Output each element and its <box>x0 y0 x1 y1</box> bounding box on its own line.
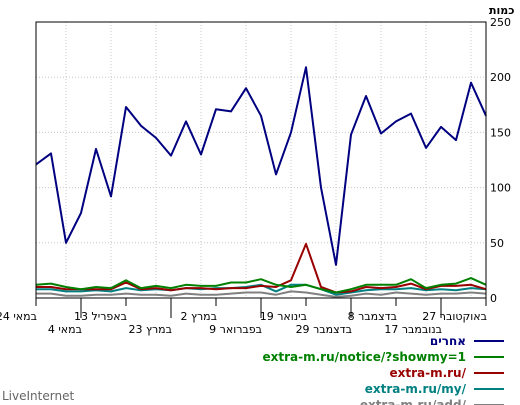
x-tick-label: 23 במרץ <box>129 323 172 336</box>
legend-label: extra-m.ru/my/ <box>365 382 467 396</box>
x-tick-label: 27 באוקטובר <box>422 310 487 323</box>
x-tick-label: 2 במרץ <box>181 310 217 323</box>
footer-brand: LiveInternet <box>2 389 74 403</box>
legend-label: extra-m.ru/ <box>389 366 466 380</box>
x-tick-label: 24 במאי <box>0 310 37 323</box>
y-tick-label: 150 <box>490 126 511 139</box>
y-tick-label: 50 <box>490 237 504 250</box>
grid <box>36 22 486 298</box>
y-tick-label: 0 <box>490 292 497 305</box>
legend-label: extra-m.ru/add/ <box>360 398 467 405</box>
series-line <box>35 277 487 294</box>
x-tick-label: 8 בדצמבר <box>348 310 397 323</box>
x-tick-label: 13 באפריל <box>74 310 127 323</box>
series-line <box>35 66 487 266</box>
series-line <box>36 290 487 298</box>
series-lines <box>35 66 487 298</box>
x-tick-label: 4 במאי <box>48 323 82 336</box>
legend: אחרים extra-m.ru/notice/?showmy=1 extra-m.… <box>263 334 504 405</box>
series-line <box>36 242 487 294</box>
y-axis-ticks: 0 50 100 150 200 250 <box>490 16 511 305</box>
x-tick-label: 17 בנובמבר <box>384 323 442 336</box>
y-tick-label: 100 <box>490 182 511 195</box>
x-axis-ticks: 27 באוקטובר 8 בדצמבר 19 בינואר 2 במרץ 13 באפ… <box>0 298 487 336</box>
series-line <box>36 283 487 296</box>
y-tick-label: 200 <box>490 71 511 84</box>
x-tick-label: 19 בינואר <box>260 310 307 323</box>
y-axis-unit-label: כמות <box>489 4 514 17</box>
plot-background <box>36 22 486 298</box>
x-tick-label: 29 בדצמבר <box>296 323 352 336</box>
legend-label: אחרים <box>430 334 466 348</box>
y-tick-label: 250 <box>490 16 511 29</box>
x-tick-label: 9 בפברואר <box>209 323 262 336</box>
legend-label: extra-m.ru/notice/?showmy=1 <box>263 350 467 364</box>
